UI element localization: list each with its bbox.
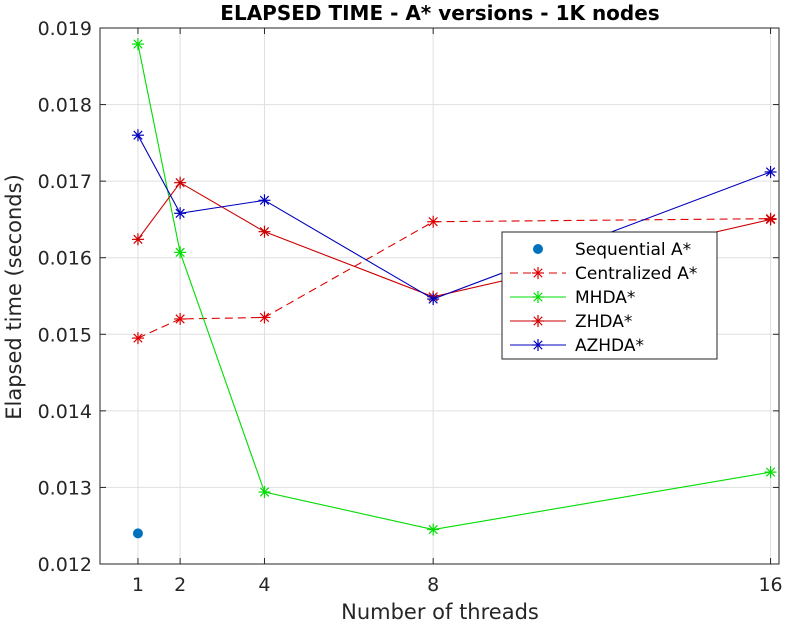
data-point	[764, 165, 777, 178]
y-tick-label: 0.018	[38, 95, 92, 117]
y-tick-label: 0.015	[38, 324, 92, 346]
y-tick-label: 0.014	[38, 401, 92, 423]
data-point	[258, 194, 271, 207]
x-tick-label: 2	[174, 574, 186, 596]
y-tick-label: 0.019	[38, 18, 92, 40]
data-point	[174, 312, 187, 325]
legend: Sequential A* Centralized A* MHDA* ZHDA* AZH…	[501, 231, 718, 360]
data-point	[427, 523, 440, 536]
data-point	[131, 233, 144, 246]
y-tick-label: 0.012	[38, 554, 92, 576]
data-point	[427, 293, 440, 306]
legend-entry-centralized-a: Centralized A*	[510, 264, 697, 284]
y-axis-ticks: 0.012 0.013 0.014 0.015 0.016 0.017 0.018 0.019	[38, 18, 779, 576]
axes	[99, 27, 780, 565]
x-tick-label: 4	[258, 574, 270, 596]
x-axis-title: Number of threads	[341, 600, 539, 624]
data-point	[764, 466, 777, 479]
y-tick-label: 0.013	[38, 477, 92, 499]
data-point	[427, 215, 440, 228]
x-tick-label: 1	[132, 574, 144, 596]
legend-marker	[532, 267, 544, 279]
legend-label: Centralized A*	[575, 264, 697, 284]
data-point	[174, 246, 187, 259]
legend-entry-zhda: ZHDA*	[510, 312, 632, 332]
data-point	[131, 332, 144, 345]
legend-entry-mhda: MHDA*	[510, 288, 635, 308]
y-axis-title: Elapsed time (seconds)	[2, 174, 26, 420]
data-point	[132, 528, 143, 539]
legend-marker	[532, 339, 544, 351]
x-tick-label: 8	[427, 574, 439, 596]
y-tick-label: 0.016	[38, 248, 92, 270]
series-mhda	[131, 38, 777, 536]
data-point	[131, 129, 144, 142]
series-azhda	[131, 129, 777, 306]
data-point	[258, 486, 271, 499]
series-sequential-a	[132, 528, 143, 539]
data-point	[764, 213, 777, 226]
legend-marker	[532, 291, 544, 303]
data-point	[258, 225, 271, 238]
legend-entry-sequential-a: Sequential A*	[533, 240, 691, 260]
legend-entry-azhda: AZHDA*	[510, 336, 644, 356]
data-point	[174, 207, 187, 220]
data-point	[131, 38, 144, 51]
data-point	[258, 311, 271, 324]
legend-label: MHDA*	[575, 288, 635, 308]
x-axis-ticks: 1 2 4 8 16	[132, 28, 783, 596]
y-tick-label: 0.017	[38, 171, 92, 193]
legend-label: ZHDA*	[575, 312, 632, 332]
plot-area-border	[99, 27, 780, 565]
legend-label: AZHDA*	[575, 336, 644, 356]
x-tick-label: 16	[758, 574, 782, 596]
legend-marker	[533, 244, 543, 254]
data-point	[174, 176, 187, 189]
chart-title: ELAPSED TIME - A* versions - 1K nodes	[220, 1, 659, 25]
legend-label: Sequential A*	[575, 240, 691, 260]
legend-marker	[532, 315, 544, 327]
